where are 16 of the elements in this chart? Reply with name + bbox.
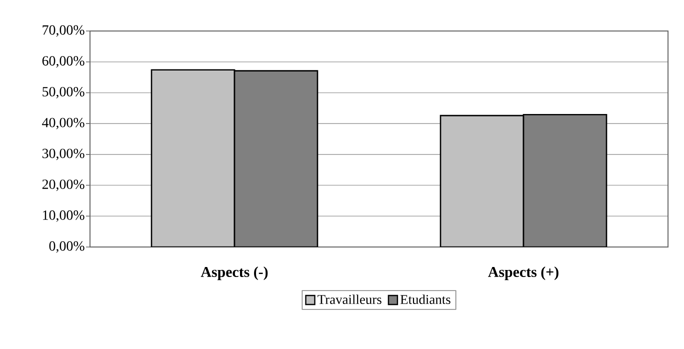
y-tick-label: 70,00%	[42, 25, 84, 37]
legend-label: Etudiants	[400, 294, 450, 304]
y-tick-label: 50,00%	[42, 87, 84, 98]
bar	[234, 70, 318, 247]
x-tick-label: Aspects (-)	[200, 266, 268, 280]
bar	[522, 114, 608, 247]
y-tick-label: 30,00%	[42, 148, 84, 160]
y-tick-label: 10,00%	[43, 210, 84, 222]
y-tick-label: 0,00%	[49, 241, 84, 253]
bar	[440, 114, 524, 247]
y-tick-label: 20,00%	[42, 180, 84, 191]
y-tick-label: 40,00%	[42, 118, 84, 130]
y-tick-label: 60,00%	[42, 56, 84, 68]
bar	[150, 69, 236, 247]
x-tick-label: Aspects (+)	[488, 266, 558, 280]
legend-label: Travailleurs	[318, 294, 382, 304]
